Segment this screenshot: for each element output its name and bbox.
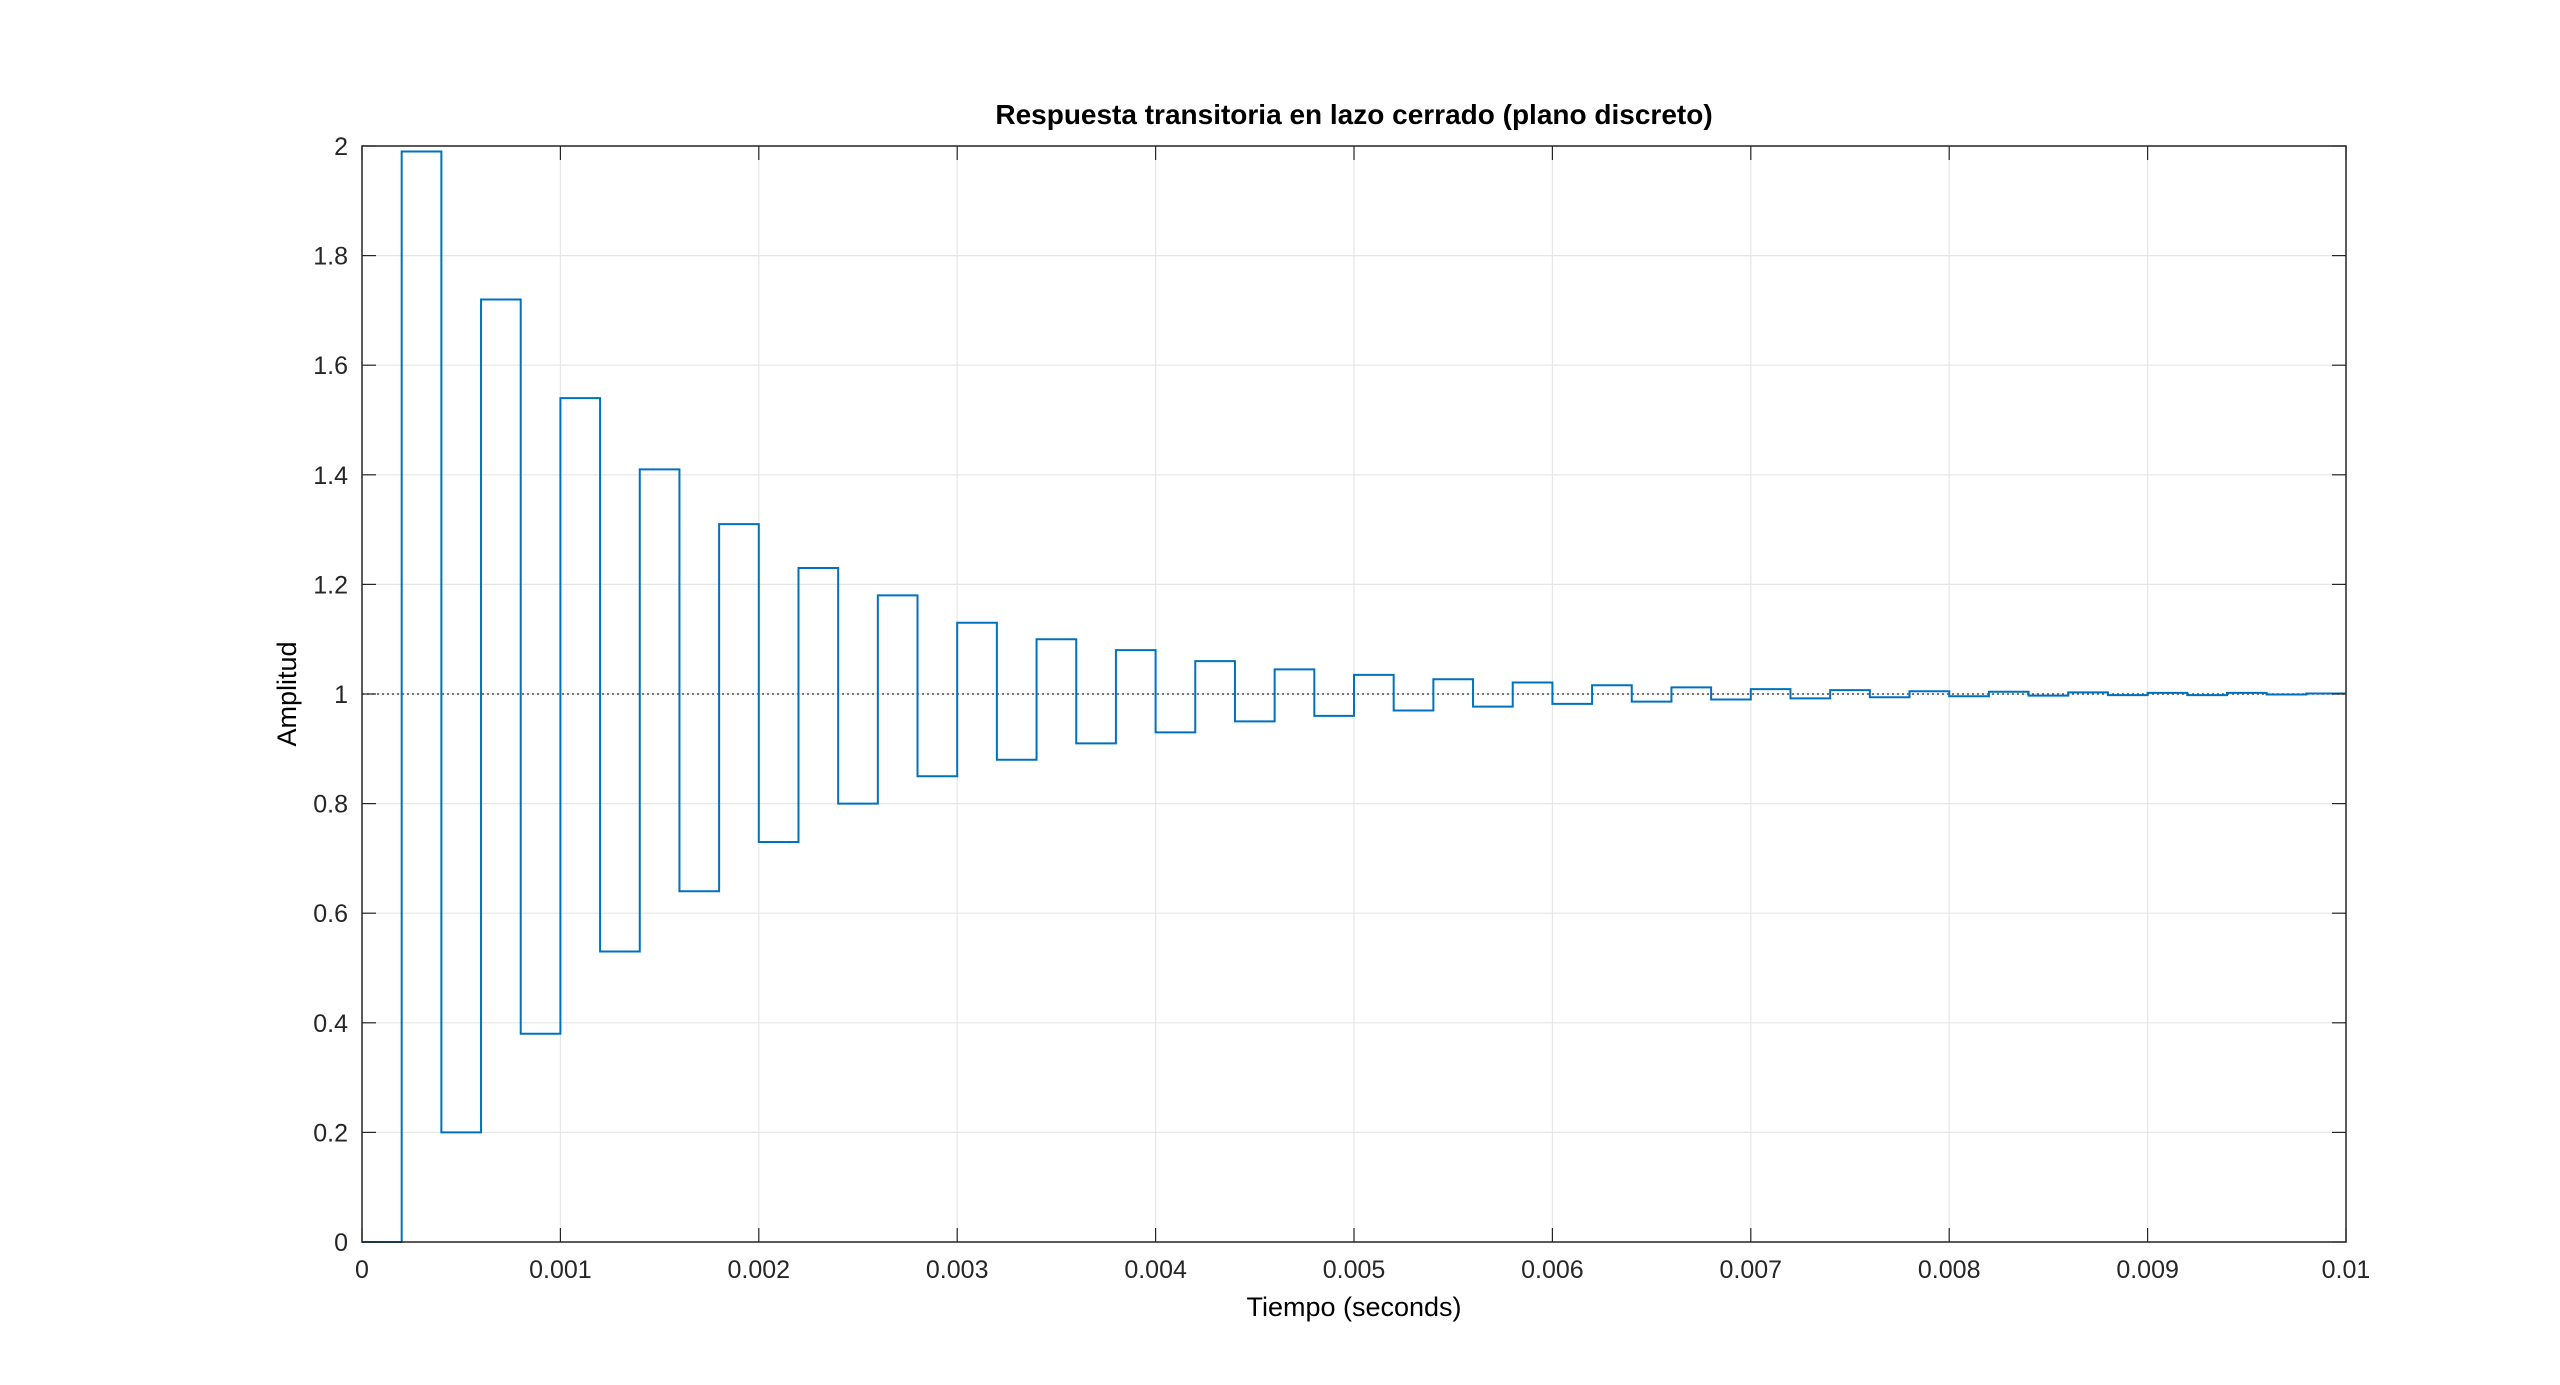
tick-marks [361,145,2347,1243]
x-tick-label: 0.008 [1918,1256,1981,1284]
x-tick-label: 0.005 [1323,1256,1386,1284]
x-tick-label: 0.001 [529,1256,592,1284]
series-layer [362,150,2346,1243]
x-tick-label: 0.003 [926,1256,989,1284]
x-tick-label: 0 [355,1256,369,1284]
step-response-line [362,150,2346,1243]
x-tick-label: 0.006 [1521,1256,1584,1284]
y-tick-label: 0.6 [313,900,348,928]
y-tick-label: 2 [334,133,348,161]
y-axis-title: Amplitud [272,641,302,746]
x-axis-title: Tiempo (seconds) [1246,1292,1461,1322]
chart-title: Respuesta transitoria en lazo cerrado (p… [995,99,1712,130]
y-tick-label: 1.4 [313,462,348,490]
y-tick-label: 1 [334,681,348,709]
y-tick-label: 0 [334,1229,348,1257]
y-tick-label: 1.2 [313,571,348,599]
y-tick-label: 1.8 [313,243,348,271]
y-tick-label: 0.2 [313,1119,348,1147]
y-tick-label: 1.6 [313,352,348,380]
x-tick-labels: 0 0.001 0.002 0.003 0.004 0.005 0.006 0.007 0.00… [355,1256,2370,1284]
x-tick-label: 0.002 [728,1256,791,1284]
x-tick-label: 0.007 [1720,1256,1783,1284]
x-tick-label: 0.009 [2116,1256,2179,1284]
x-tick-label: 0.004 [1124,1256,1187,1284]
y-tick-label: 0.4 [313,1010,348,1038]
y-tick-label: 0.8 [313,791,348,819]
x-tick-label: 0.01 [2322,1256,2371,1284]
y-tick-labels: 0 0.2 0.4 0.6 0.8 1 1.2 1.4 1.6 1.8 2 [313,133,348,1257]
